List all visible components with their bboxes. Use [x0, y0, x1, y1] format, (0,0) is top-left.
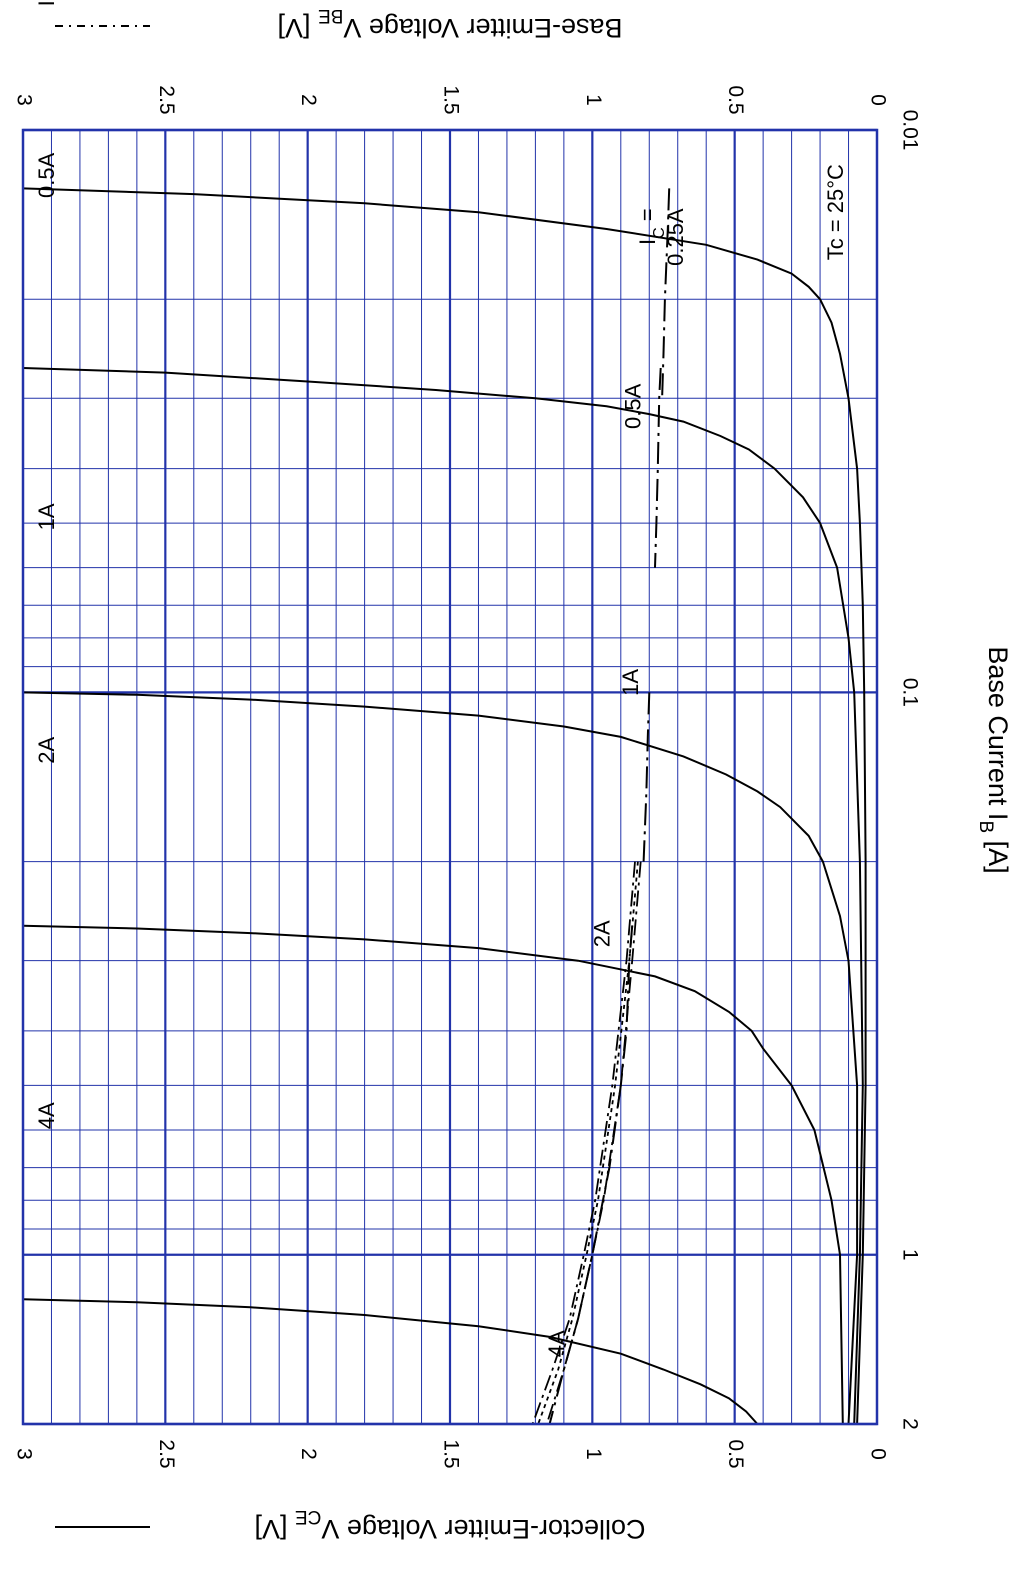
vbe-axis-title: Base-Emitter Voltage VBE [V]	[277, 5, 622, 42]
vbe-curve-label: 0.5A	[621, 383, 646, 429]
vce-curve-05a	[22, 367, 864, 1425]
vbe-curves	[531, 188, 671, 1425]
vce-curve-1a	[22, 691, 859, 1425]
curve-labels: IC = 0.25A 0.5A 1A 2A 4A IC =0.25A 0.5A 1A 2A 4A T…	[34, 0, 848, 1357]
vbe-tick-label: 2	[297, 94, 320, 106]
vce-curve-label: IC = 0.25A	[34, 0, 67, 6]
vbe-tick-label: 0.5	[724, 85, 747, 114]
plot-frame	[21, 128, 879, 1426]
vbe-tick-label: 1	[582, 94, 605, 106]
vce-curve-label: 1A	[34, 503, 59, 530]
vce-curves	[22, 187, 867, 1425]
vce-curve-i	[22, 187, 867, 1425]
x-tick-label: 1	[898, 1249, 921, 1261]
plot-group: IC = 0.25A 0.5A 1A 2A 4A IC =0.25A 0.5A 1A 2A 4A T…	[21, 0, 879, 1426]
vbe-tick-label: 2.5	[155, 85, 178, 114]
vce-curve-label: 2A	[34, 736, 59, 763]
vce-tick-label: 3	[12, 1448, 35, 1460]
vbe-curve-label: 4A	[544, 1330, 569, 1357]
vce-tick-label: 0.5	[724, 1439, 747, 1468]
vbe-curve	[654, 367, 662, 568]
tick-labels: 0.01 0.1 1 2 0 0.5 1 1.5 2 2.5 3 0 0.5 1 1.5 2 2.5 3	[12, 85, 921, 1468]
vbe-tick-label: 0	[866, 94, 889, 106]
vce-tick-label: 1	[582, 1448, 605, 1460]
vbe-envelope-curve	[545, 861, 642, 1425]
vce-tick-label: 2	[297, 1448, 320, 1460]
x-tick-label: 2	[898, 1418, 921, 1430]
vbe-tick-label: 1.5	[439, 85, 462, 114]
x-axis-title: Base Current IB [A]	[975, 646, 1012, 873]
vce-tick-label: 1.5	[439, 1439, 462, 1468]
axis-titles: Base Current IB [A] Collector-Emitter Vol…	[55, 5, 1013, 1544]
vbe-tick-label: 3	[12, 94, 35, 106]
vbe-curve-label: 2A	[589, 920, 614, 947]
vbe-envelope-curve	[531, 861, 636, 1425]
vbe-curve-label: IC =	[635, 208, 668, 245]
vce-tick-label: 0	[866, 1448, 889, 1460]
vbe-curve-label: 1A	[618, 669, 643, 696]
vce-curve-label: 4A	[34, 1102, 59, 1129]
vce-curve-4a	[22, 1298, 759, 1425]
vce-curve-2a	[22, 924, 844, 1425]
vce-curve-label: 0.5A	[34, 152, 59, 198]
x-tick-label: 0.1	[898, 678, 921, 707]
x-tick-label: 0.01	[898, 110, 921, 151]
vce-axis-title: Collector-Emitter Voltage VCE [V]	[254, 1506, 645, 1543]
vbe-curve-label: 0.25A	[663, 208, 688, 266]
vce-tick-label: 2.5	[155, 1439, 178, 1468]
vbe-envelope-curve	[537, 861, 639, 1425]
condition-label: Tc = 25°C	[823, 164, 848, 260]
